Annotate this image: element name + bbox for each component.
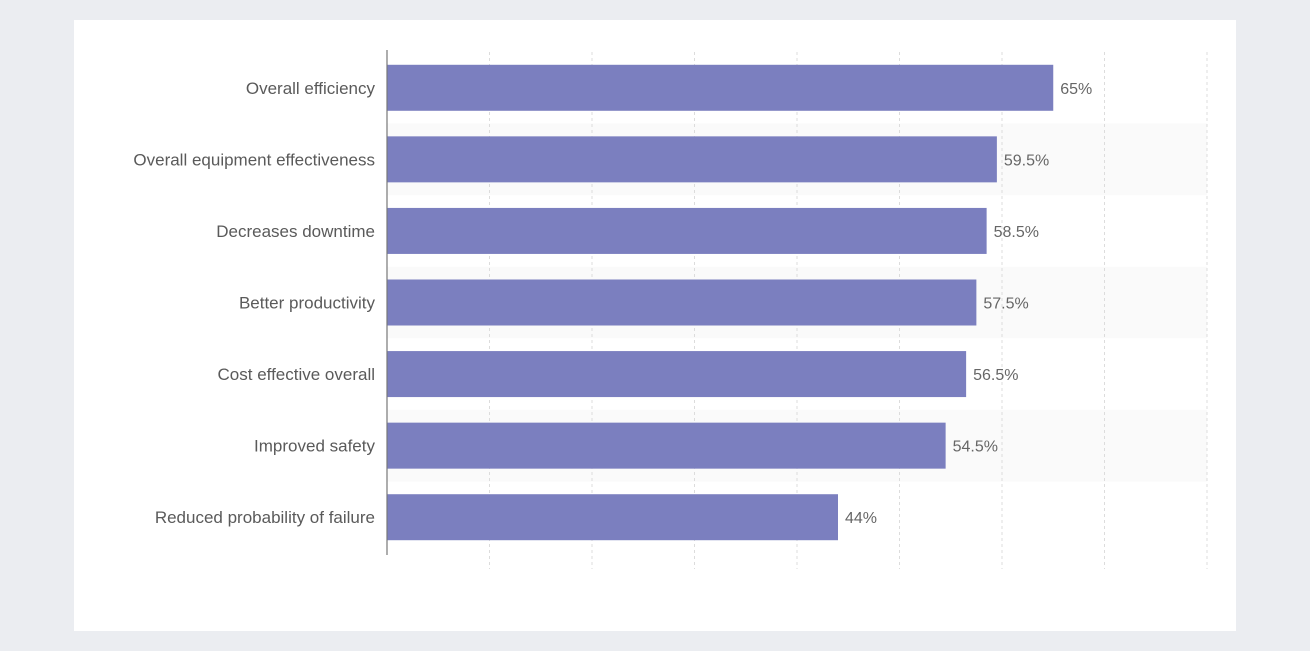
value-label: 59.5% [1004, 152, 1049, 169]
bar-chart: Overall efficiency 65% Overall equipment e… [133, 50, 1208, 569]
bar [387, 279, 977, 326]
value-label: 57.5% [983, 296, 1028, 313]
category-label: Reduced probability of failure [155, 508, 375, 527]
bar [387, 64, 1054, 111]
bar [387, 494, 838, 541]
bar [387, 207, 987, 254]
bar [387, 136, 997, 183]
value-label: 44% [845, 510, 877, 527]
category-label: Overall equipment effectiveness [133, 150, 375, 169]
bar [387, 351, 967, 398]
category-label: Improved safety [254, 437, 375, 456]
bar [387, 422, 946, 469]
category-label: Decreases downtime [216, 222, 375, 241]
value-label: 58.5% [994, 224, 1039, 241]
value-label: 56.5% [973, 367, 1018, 384]
category-label: Cost effective overall [218, 365, 375, 384]
chart-card: Overall efficiency 65% Overall equipment e… [74, 20, 1236, 631]
category-label: Better productivity [239, 294, 376, 313]
category-label: Overall efficiency [246, 79, 376, 98]
value-label: 65% [1060, 81, 1092, 98]
value-label: 54.5% [953, 439, 998, 456]
